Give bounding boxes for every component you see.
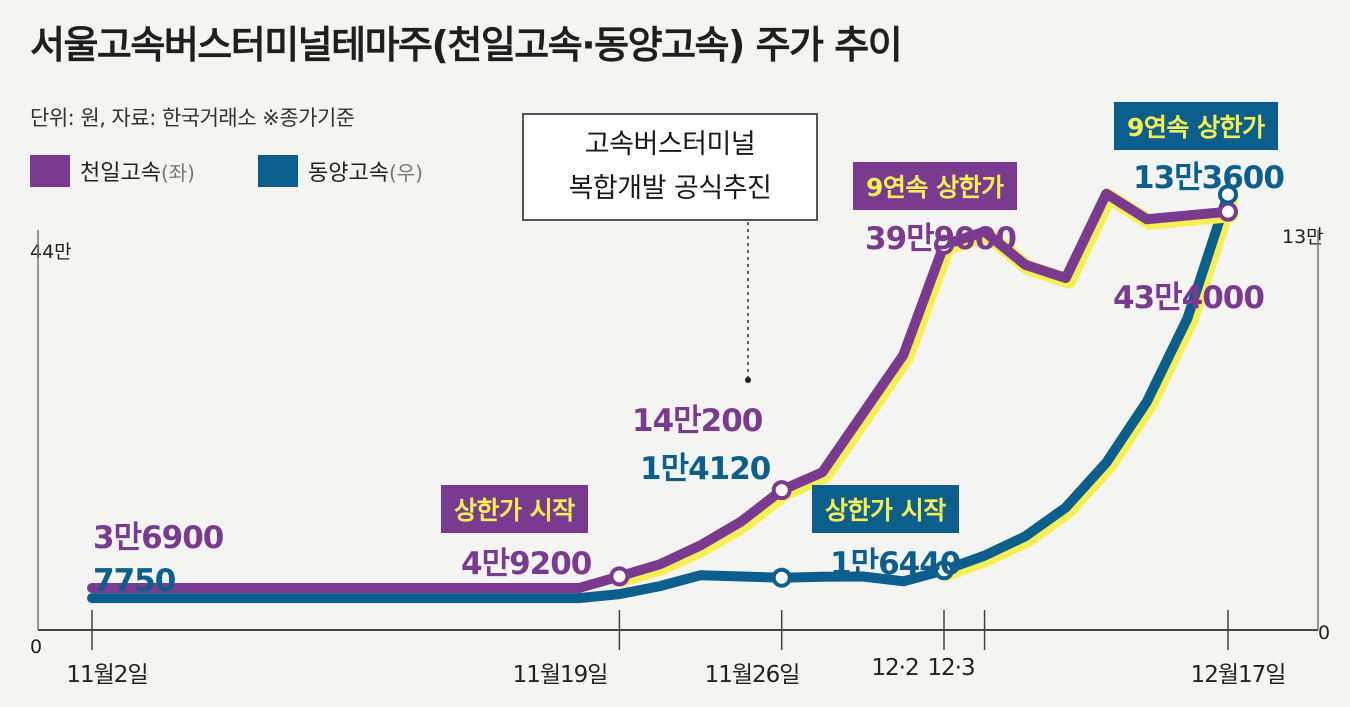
- start-blue-value: 7750: [93, 563, 176, 599]
- legend-swatch-blue: [258, 155, 298, 187]
- x-tick-label: 12·3: [927, 655, 975, 681]
- legend-label-dongyang: 동양고속: [308, 161, 389, 186]
- legend-item-cheonil: 천일고속 (좌): [30, 155, 195, 187]
- x-tick-label: 12월17일: [1190, 662, 1287, 688]
- dec2-blue-value: 1만6440: [830, 546, 961, 582]
- unit-source-note: 단위: 원, 자료: 한국거래소 ※종가기준: [30, 106, 355, 130]
- limit-start-tag-blue: 상한가 시작: [812, 485, 959, 533]
- limit9-tag-blue: 9연속 상한가: [1114, 102, 1278, 150]
- x-tick-label: 11월26일: [704, 662, 801, 688]
- callout-line-1: 고속버스터미널: [584, 129, 756, 160]
- cheonil-marker: [609, 566, 630, 587]
- legend-side-left: (좌): [160, 160, 195, 185]
- legend-side-right: (우): [388, 160, 423, 185]
- chart-title: 서울고속버스터미널테마주(천일고속·동양고속) 주가 추이: [30, 23, 903, 67]
- y-right-zero-label: 0: [1318, 622, 1331, 644]
- dongyang-marker: [1218, 184, 1238, 205]
- y-right-max-label: 13만: [1282, 226, 1324, 248]
- limit9-tag-purple: 9연속 상한가: [853, 162, 1017, 210]
- callout-leader-dot: [745, 377, 751, 383]
- x-tick-label: 11월19일: [512, 662, 609, 688]
- y-left-zero-label: 0: [30, 636, 43, 658]
- dongyang-marker: [934, 560, 954, 581]
- x-tick-label: 12·2: [871, 655, 919, 681]
- y-left-max-label: 44만: [30, 241, 72, 263]
- dec17-purple-value: 43만4000: [1113, 280, 1265, 316]
- dec3-purple-value: 39만9000: [865, 221, 1017, 257]
- callout-line-2: 복합개발 공식추진: [568, 173, 772, 204]
- nov19-purple-value: 4만9200: [461, 546, 592, 582]
- cheonil-marker: [934, 234, 954, 255]
- x-tick-label: 11월2일: [66, 662, 148, 688]
- cheonil-series-line: [87, 188, 1233, 594]
- legend-label-cheonil: 천일고속: [80, 161, 161, 186]
- legend-swatch-purple: [30, 155, 70, 187]
- start-purple-value: 3만6900: [93, 520, 224, 556]
- dongyang-marker: [771, 567, 792, 588]
- callout-box: 고속버스터미널 복합개발 공식추진: [522, 113, 818, 221]
- nov26-blue-value: 1만4120: [640, 451, 771, 487]
- limit-start-tag-purple: 상한가 시작: [441, 485, 588, 533]
- legend-item-dongyang: 동양고속 (우): [258, 155, 423, 187]
- dec17-blue-value: 13만3600: [1133, 160, 1285, 196]
- cheonil-marker: [1218, 201, 1238, 222]
- dongyang-series-line: [87, 189, 1233, 604]
- nov26-purple-value: 14만200: [632, 403, 763, 439]
- cheonil-marker: [771, 480, 792, 501]
